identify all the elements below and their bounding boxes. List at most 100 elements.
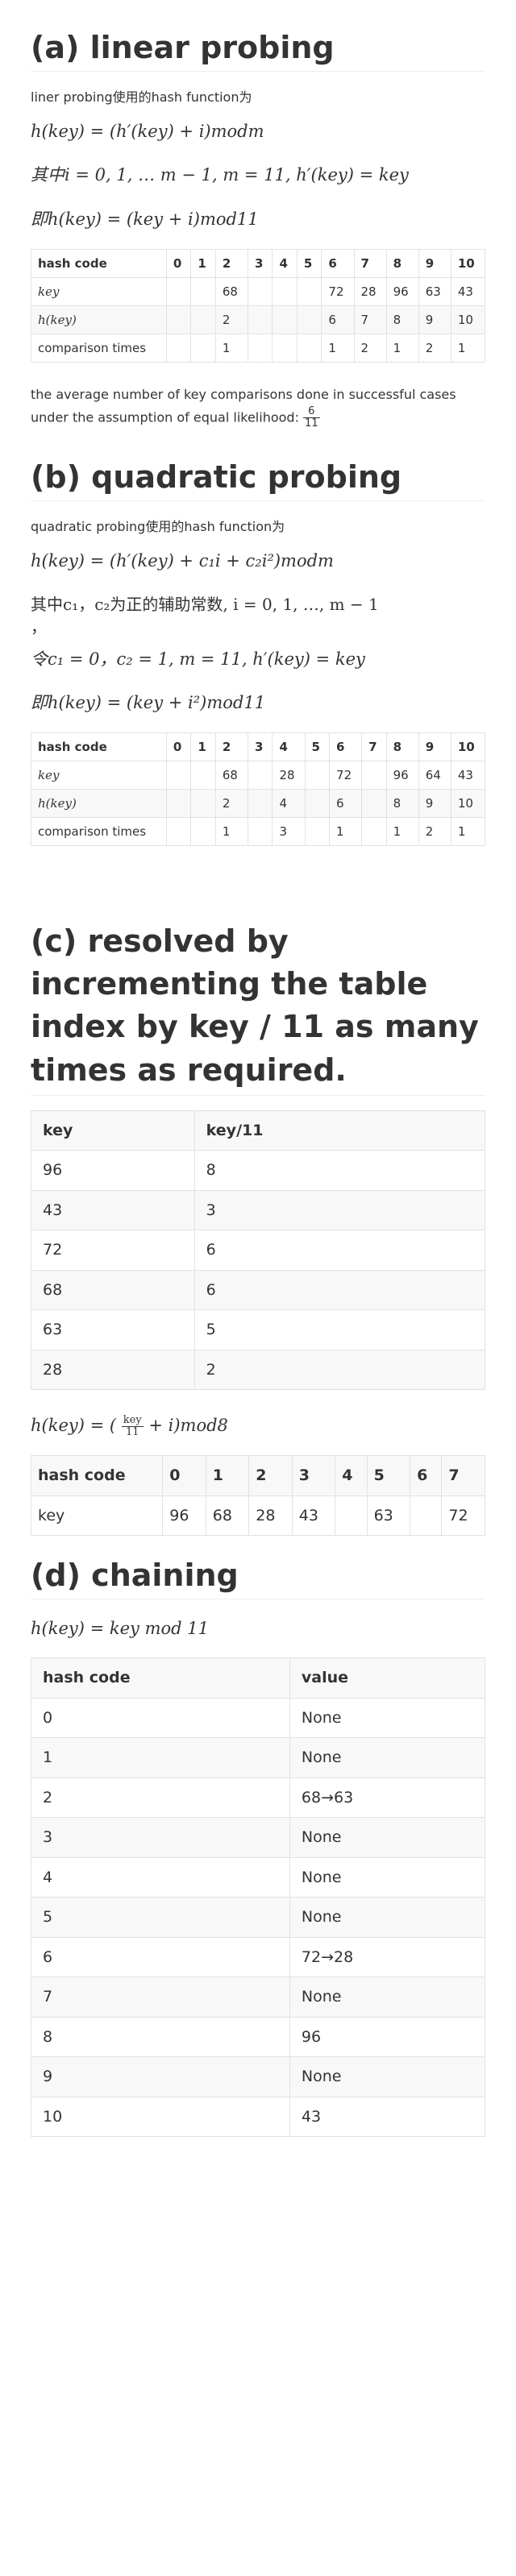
table-cell — [165, 817, 192, 847]
header-cell: 7 — [353, 248, 387, 278]
table-row: 72 6 — [31, 1230, 486, 1271]
header-cell: 2 — [214, 248, 248, 278]
section-a-formula-3: 即h(key) = (key + i)mod11 — [31, 209, 259, 229]
table-cell: 28 — [272, 761, 306, 790]
header-cell: 4 — [335, 1455, 368, 1496]
table-row: comparison times 1 3 1 1 2 1 — [31, 817, 486, 847]
key-increment-table: hash code 0 1 2 3 4 5 6 7 key 96 68 28 4… — [30, 1455, 485, 1537]
table-cell: 72 — [321, 276, 355, 306]
table-cell: None — [289, 1697, 486, 1739]
table-cell: 7 — [353, 305, 387, 334]
section-b-formula-2-comma: ， — [31, 616, 47, 637]
table-cell: 2 — [214, 305, 248, 334]
header-cell: hash code — [31, 248, 167, 278]
table-cell — [304, 789, 331, 819]
header-cell: 7 — [361, 732, 387, 762]
header-cell: 10 — [450, 248, 486, 278]
header-cell: 9 — [418, 732, 452, 762]
header-cell: 2 — [248, 1455, 293, 1496]
table-cell: 1 — [450, 817, 486, 847]
table-cell: 2 — [353, 333, 387, 363]
table-cell: 96 — [31, 1150, 195, 1191]
table-row: key 68 72 28 96 63 43 — [31, 276, 486, 306]
table-cell: 72→28 — [289, 1936, 486, 1978]
table-cell — [247, 305, 273, 334]
header-cell: 5 — [304, 732, 331, 762]
row-label: key — [30, 1495, 164, 1537]
table-cell: 2 — [31, 1777, 290, 1819]
table-cell — [190, 761, 216, 790]
table-header-row: hash code 0 1 2 3 4 5 6 7 8 9 10 — [31, 732, 486, 762]
table-cell — [296, 305, 322, 334]
table-cell: 72 — [31, 1230, 195, 1271]
section-chaining: (d) chaining h(key) = key mod 11 hash co… — [31, 1557, 486, 2138]
table-cell — [410, 1495, 443, 1537]
table-cell: 5 — [194, 1309, 486, 1350]
table-cell — [165, 789, 192, 819]
table-row: 63 5 — [31, 1309, 486, 1350]
table-cell: 2 — [418, 817, 452, 847]
table-cell — [304, 761, 331, 790]
linear-probing-table: hash code 0 1 2 3 4 5 6 7 8 9 10 key 68 — [31, 248, 486, 363]
row-label: h(key) — [31, 789, 167, 819]
table-cell: 2 — [194, 1349, 486, 1391]
table-cell: 9 — [418, 789, 452, 819]
table-cell — [190, 333, 216, 363]
table-cell: 4 — [31, 1856, 290, 1898]
table-cell — [361, 817, 387, 847]
header-cell: 8 — [385, 248, 419, 278]
table-cell: 96 — [289, 2016, 486, 2058]
table-cell — [190, 305, 216, 334]
header-cell: key — [31, 1110, 195, 1151]
table-cell: 1 — [214, 333, 248, 363]
section-c-heading: (c) resolved by incrementing the table i… — [31, 920, 485, 1096]
header-cell: 7 — [441, 1455, 485, 1496]
table-cell: 63 — [418, 276, 452, 306]
table-row: 68 6 — [31, 1269, 486, 1311]
table-cell: 8 — [194, 1150, 486, 1191]
table-cell: 1 — [31, 1737, 290, 1778]
table-cell: 43 — [291, 1495, 336, 1537]
table-cell — [272, 276, 298, 306]
table-cell: 9 — [418, 305, 452, 334]
table-row: comparison times 1 1 2 1 2 1 — [31, 333, 486, 363]
table-header-row: key key/11 — [31, 1110, 486, 1151]
fraction-denominator: 11 — [305, 417, 318, 430]
header-cell: 0 — [162, 1455, 206, 1496]
table-cell: 43 — [450, 276, 486, 306]
section-key-increment: (c) resolved by incrementing the table i… — [30, 920, 486, 1537]
table-row: 0 None — [31, 1697, 486, 1739]
fraction-numerator: 6 — [303, 405, 320, 419]
table-row: 8 96 — [31, 2016, 486, 2058]
table-cell — [335, 1495, 368, 1537]
table-cell: 6 — [194, 1269, 486, 1311]
section-a-intro: liner probing使用的hash function为 — [31, 89, 252, 105]
quadratic-probing-table: hash code 0 1 2 3 4 5 6 7 8 9 10 key 68 — [31, 732, 486, 847]
table-row: 96 8 — [31, 1150, 486, 1191]
table-cell — [361, 789, 387, 819]
table-cell: 72 — [329, 761, 363, 790]
table-cell: 5 — [31, 1897, 290, 1938]
table-cell: 9 — [31, 2056, 290, 2097]
table-cell: 1 — [329, 817, 363, 847]
table-cell: 63 — [31, 1309, 195, 1350]
section-b-formula-4: 即h(key) = (key + i²)mod11 — [31, 693, 266, 713]
header-cell: 6 — [321, 248, 355, 278]
table-cell: 1 — [385, 333, 419, 363]
table-cell: 4 — [272, 789, 306, 819]
table-row: 2 68→63 — [31, 1777, 486, 1819]
section-b-formula-1: h(key) = (h′(key) + c₁i + c₂i²)modm — [31, 550, 334, 570]
table-cell: 96 — [385, 761, 419, 790]
table-cell: 8 — [31, 2016, 290, 2058]
table-row: 1 None — [31, 1737, 486, 1778]
table-row: h(key) 2 4 6 8 9 10 — [31, 789, 486, 819]
table-cell — [190, 817, 216, 847]
table-cell: 68 — [205, 1495, 250, 1537]
table-cell: 63 — [366, 1495, 411, 1537]
key-div-table: key key/11 96 8 43 3 72 6 68 6 63 5 28 2 — [31, 1110, 486, 1391]
header-cell: 4 — [272, 732, 306, 762]
table-cell: 3 — [194, 1189, 486, 1231]
formula-fraction: key 11 — [121, 1414, 144, 1439]
table-row: 9 None — [31, 2056, 486, 2097]
table-cell: None — [289, 1897, 486, 1938]
